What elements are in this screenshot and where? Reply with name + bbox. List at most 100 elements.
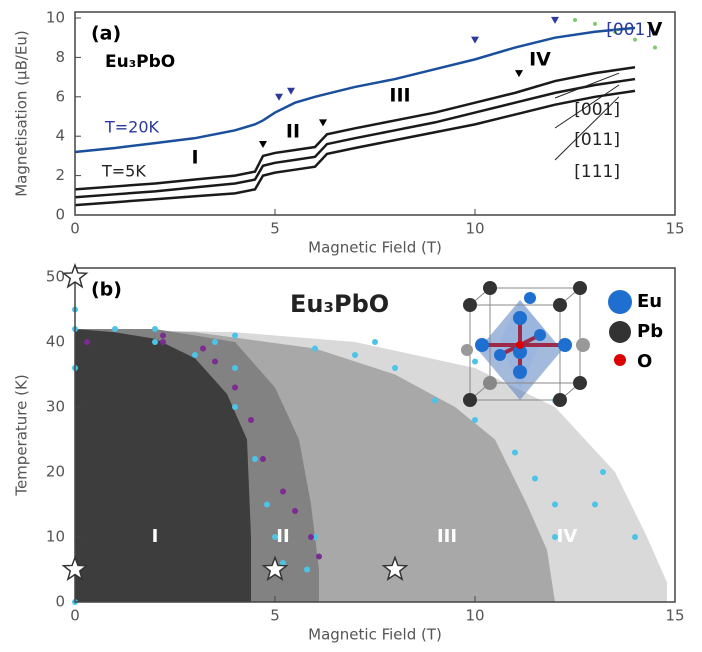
star [61, 262, 89, 289]
transition-marker [259, 140, 267, 148]
series-label: [111] [574, 162, 620, 182]
frame [74, 11, 676, 216]
point [472, 358, 478, 365]
annotation: V [648, 19, 663, 41]
line [74, 26, 636, 154]
point [160, 332, 166, 339]
point [552, 534, 558, 540]
dot [573, 17, 577, 22]
frame [74, 267, 676, 603]
point [600, 469, 606, 475]
leader [554, 72, 620, 99]
point [232, 404, 238, 410]
star [61, 555, 89, 581]
y-tick-label: 0 [55, 593, 65, 611]
chart-title: Eu₃PbO [105, 52, 175, 72]
y-tick-label: 20 [46, 463, 65, 481]
point [232, 365, 238, 371]
plot-area [72, 306, 667, 605]
point [472, 417, 478, 423]
x-tick-label: 5 [270, 607, 280, 625]
line [74, 77, 636, 199]
region-label: III [437, 526, 457, 547]
line [74, 89, 636, 207]
point [392, 365, 398, 371]
point [200, 345, 206, 352]
legend-label: O [637, 351, 652, 372]
point [432, 397, 438, 404]
x-tick-label: 5 [270, 220, 280, 238]
line [74, 66, 636, 191]
leader [554, 96, 620, 161]
legend-label: Pb [637, 321, 663, 342]
panel-label: (b) [91, 279, 122, 301]
y-tick-label: 6 [55, 87, 65, 105]
x-tick-label: 10 [465, 607, 484, 625]
point [260, 456, 266, 462]
x-tick-label: 10 [465, 220, 484, 238]
y-tick-label: 4 [55, 127, 65, 145]
y-tick-label: 40 [46, 333, 65, 351]
transition-marker [275, 93, 283, 101]
point [248, 417, 254, 423]
point [532, 475, 538, 482]
plot-area [74, 16, 657, 207]
series-label: [011] [574, 130, 620, 150]
point [160, 339, 166, 345]
crystal-inset: Eu Pb O [461, 281, 663, 407]
point [308, 534, 314, 540]
star [261, 555, 289, 581]
leader [554, 84, 620, 129]
legend-label: Eu [637, 291, 662, 312]
y-tick-label: 10 [46, 528, 65, 546]
dot [653, 45, 657, 50]
annotation: T=5K [101, 162, 146, 181]
point [272, 534, 278, 540]
point [292, 508, 298, 514]
series-label: [001] [606, 20, 652, 40]
point [84, 339, 90, 345]
x-tick-label: 0 [70, 220, 80, 238]
annotation: T=20K [104, 118, 160, 137]
point [512, 449, 518, 456]
point [352, 352, 358, 358]
x-tick-label: 15 [665, 220, 684, 238]
point [280, 560, 286, 566]
y-axis-label: Temperature (K) [13, 374, 31, 496]
dot [633, 37, 637, 42]
y-tick-label: 50 [46, 268, 65, 286]
annotation: IV [529, 49, 551, 71]
point [192, 352, 198, 358]
x-tick-label: 0 [70, 607, 80, 625]
axes: 0 5 10 15 0 2 4 6 8 10 Magnetic Field (T) Magnetisa… [13, 9, 685, 257]
transition-marker [515, 70, 523, 78]
point [232, 332, 238, 339]
x-axis-label: Magnetic Field (T) [308, 626, 442, 644]
region-label: II [276, 526, 289, 547]
transition-marker [551, 16, 559, 24]
point [152, 326, 158, 332]
point [372, 339, 378, 345]
point [264, 501, 270, 508]
point [592, 501, 598, 508]
star [381, 555, 409, 581]
transition-marker [287, 87, 295, 95]
y-tick-label: 8 [55, 48, 65, 66]
dot [613, 29, 617, 34]
point [280, 488, 286, 495]
y-axis-label: Magnetisation (μB/Eu) [13, 30, 31, 197]
y-tick-label: 10 [46, 9, 65, 27]
x-tick-label: 15 [665, 607, 684, 625]
x-axis-label: Magnetic Field (T) [308, 239, 442, 257]
point [232, 384, 238, 391]
annotation: III [389, 85, 410, 107]
annotation: II [286, 121, 300, 143]
y-tick-label: 0 [55, 206, 65, 224]
point [632, 534, 638, 540]
panel: 0 5 10 15 0 2 4 6 8 10 Magnetic Field (T) Magnetisa… [13, 9, 685, 257]
point [252, 456, 258, 462]
panel: 0 5 10 15 0 10 20 30 40 50 Magnetic Field (T) Tempe… [13, 262, 685, 644]
transition-marker [319, 119, 327, 127]
region-label: IV [557, 526, 578, 547]
